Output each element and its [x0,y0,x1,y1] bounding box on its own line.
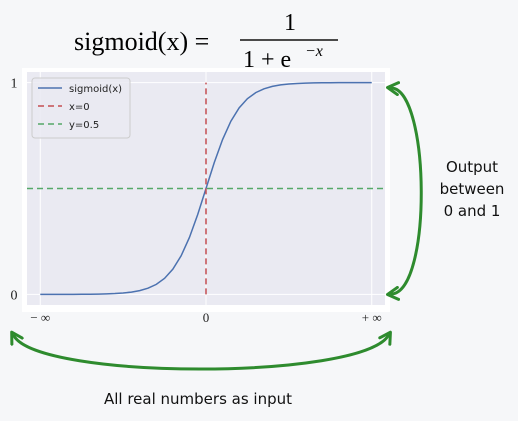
y-tick-label: 1 [11,77,18,92]
legend: sigmoid(x) x=0 y=0.5 [31,77,131,139]
legend-label: sigmoid(x) [69,84,122,95]
formula-lhs: sigmoid(x) = [74,27,209,56]
output-arrow [386,81,423,301]
formula-exponent: −x [305,43,323,60]
x-tick-label: + ∞ [362,310,382,325]
x-tick-label: − ∞ [30,310,50,325]
formula: sigmoid(x) = 1 1 + e −x [74,10,338,73]
y-tick-label: 0 [11,288,18,303]
formula-numerator: 1 [284,10,296,36]
plot: − ∞ 0 + ∞ 0 1 sigmoid(x) x=0 y=0.5 [11,72,385,325]
legend-label: x=0 [69,102,90,113]
output-note: Output [446,158,498,176]
legend-box [31,77,131,139]
input-note: All real numbers as input [104,390,292,408]
output-note: between [440,180,505,198]
x-tick-label: 0 [203,310,210,325]
legend-label: y=0.5 [69,120,99,131]
input-arrow [10,330,392,371]
output-note: 0 and 1 [444,202,501,220]
